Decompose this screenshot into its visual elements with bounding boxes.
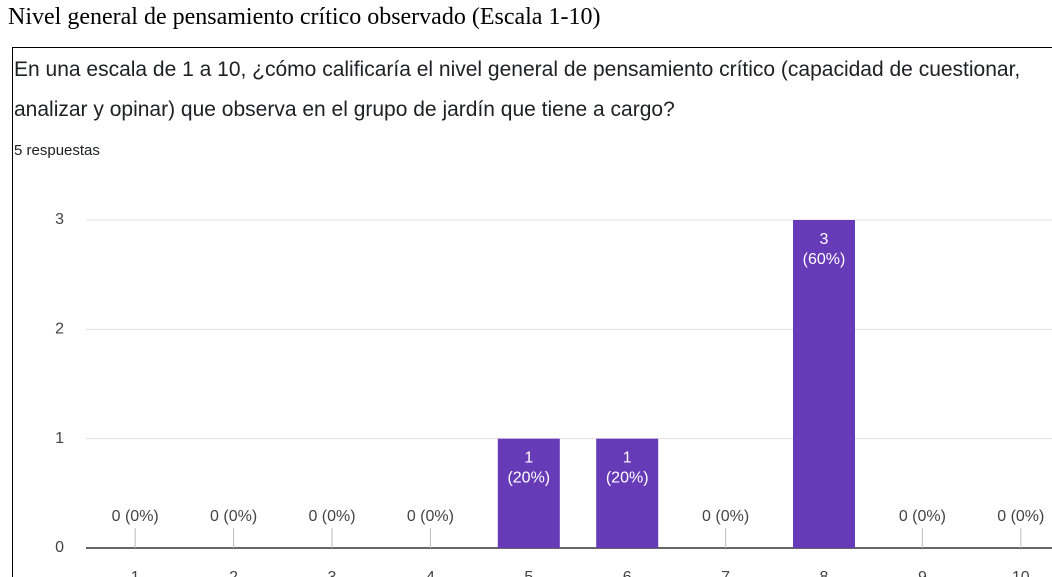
data-label: 0 (0%): [210, 508, 257, 525]
bar: [793, 220, 855, 548]
data-label: 1 (20%): [507, 450, 550, 487]
y-tick-label: 3: [55, 211, 64, 228]
chart-title: Nivel general de pensamiento crítico obs…: [8, 4, 601, 30]
data-label: 0 (0%): [899, 508, 946, 525]
data-label: 0 (0%): [702, 508, 749, 525]
x-tick-label: 2: [229, 569, 238, 577]
y-tick-label: 2: [55, 321, 64, 338]
data-label: 0 (0%): [308, 508, 355, 525]
data-label: 3 (60%): [803, 231, 846, 268]
data-label: 1 (20%): [606, 450, 649, 487]
frame: [12, 47, 1052, 577]
x-tick-label: 3: [328, 569, 337, 577]
data-label: 0 (0%): [407, 508, 454, 525]
data-label: 0 (0%): [997, 508, 1044, 525]
x-tick-label: 7: [721, 569, 730, 577]
question: En una escala de 1 a 10, ¿cómo calificar…: [14, 58, 1021, 121]
x-tick-label: 5: [524, 569, 533, 577]
data-label: 0 (0%): [112, 508, 159, 525]
bar: [596, 438, 659, 548]
x-tick-label: 8: [820, 569, 829, 577]
y-tick-label: 1: [55, 430, 64, 447]
x-tick-label: 6: [623, 569, 632, 577]
response-count: 5 respuestas: [14, 142, 100, 159]
bar: [497, 438, 560, 548]
y-tick-label: 0: [55, 539, 64, 556]
x-tick-label: 4: [426, 569, 435, 577]
x-tick-label: 10: [1012, 569, 1030, 577]
x-tick-label: 9: [918, 569, 927, 577]
x-tick-label: 1: [131, 569, 140, 577]
